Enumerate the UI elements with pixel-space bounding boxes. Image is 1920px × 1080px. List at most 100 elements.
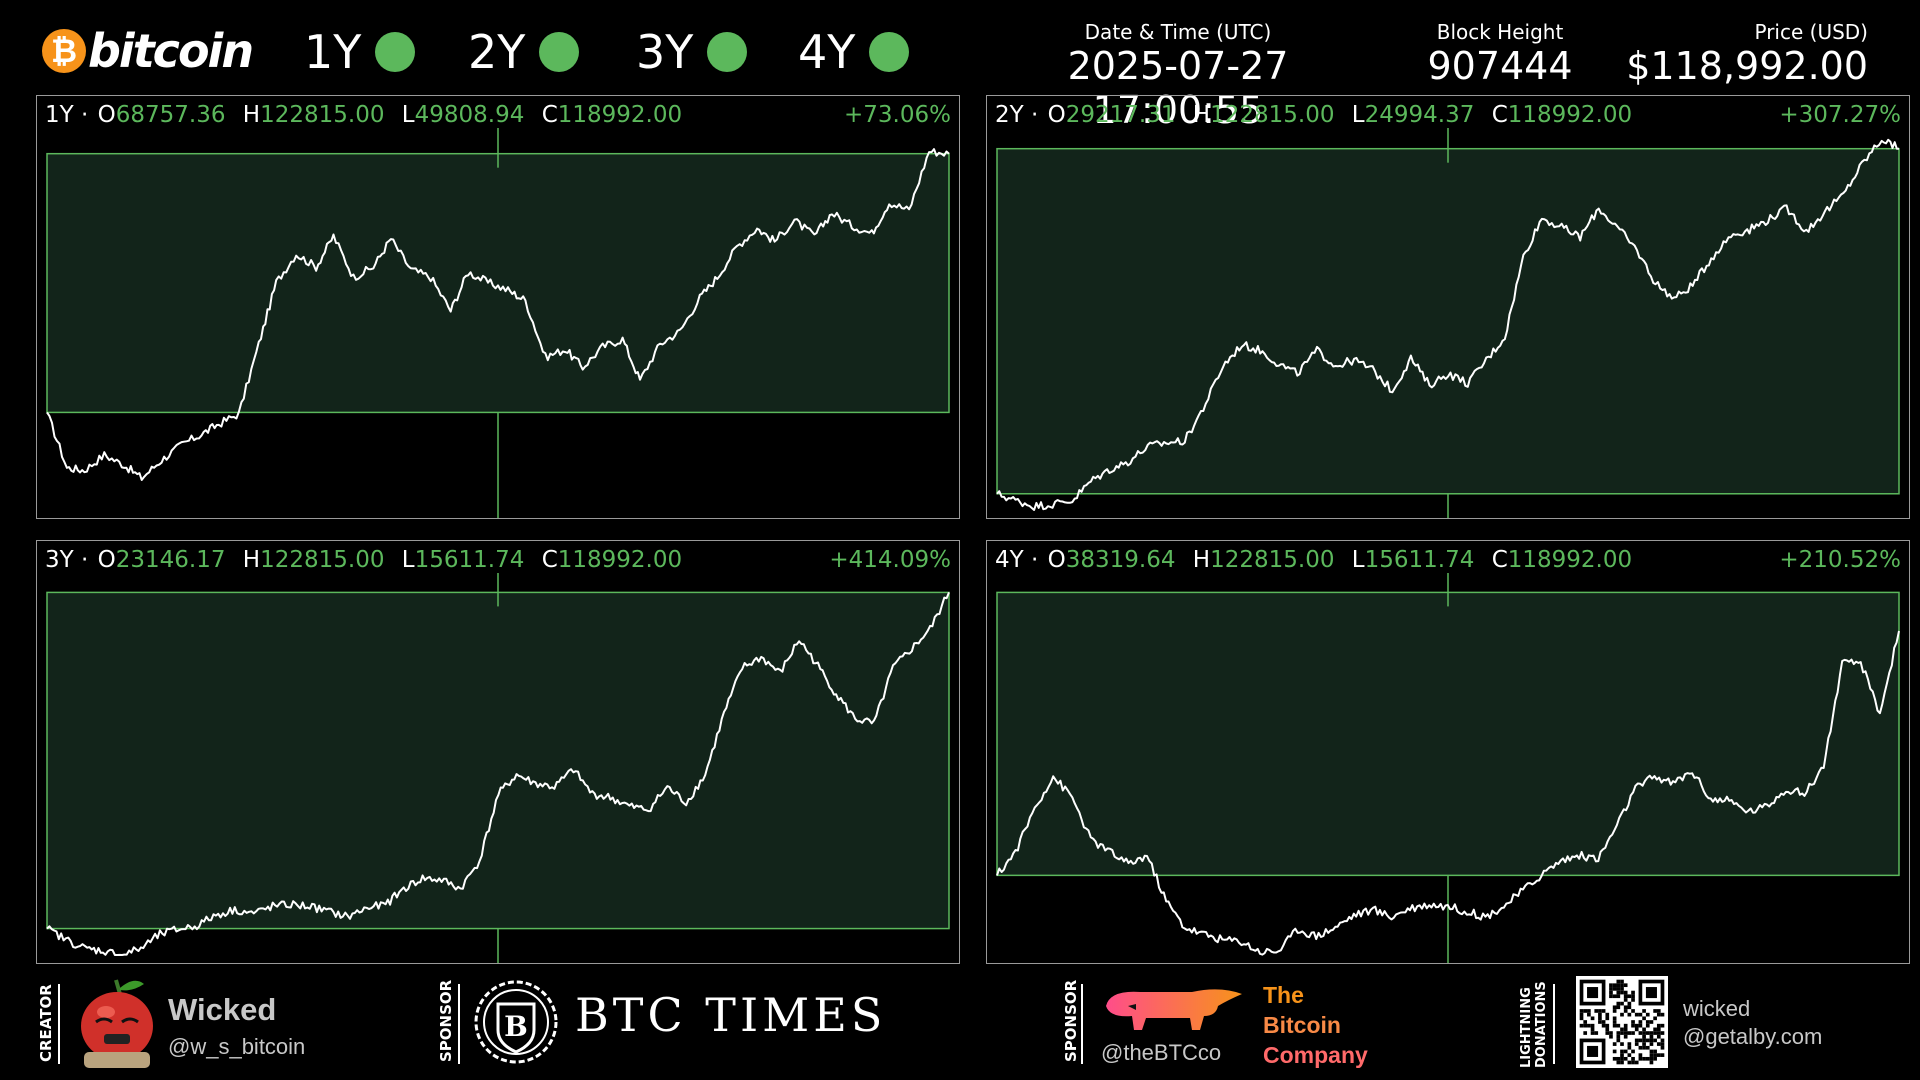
period-label: 2Y — [468, 25, 526, 79]
period-label: 1Y — [304, 25, 362, 79]
qr-module — [1642, 1042, 1646, 1046]
qr-module — [1631, 1031, 1635, 1035]
qr-module — [1620, 1031, 1624, 1035]
sponsor-name: BTC TIMES — [575, 988, 887, 1042]
open-label: O — [1047, 547, 1066, 573]
qr-module — [1620, 1042, 1624, 1046]
qr-module — [1649, 1053, 1654, 1057]
qr-module — [1620, 1053, 1624, 1057]
qr-module — [1620, 990, 1624, 995]
qr-module — [1638, 1031, 1643, 1035]
qr-module — [1616, 979, 1621, 984]
qr-module — [1623, 1005, 1628, 1010]
qr-module — [1642, 1027, 1646, 1032]
qr-module — [1627, 1045, 1632, 1050]
qr-module — [1631, 1009, 1635, 1013]
badger-body — [1106, 989, 1242, 1030]
period-title: 3Y · — [45, 547, 89, 573]
qr-module — [1656, 1012, 1661, 1017]
price-chart-2y — [996, 128, 1900, 518]
avatar-mouth — [104, 1034, 130, 1044]
block-height-stat: Block Height 907444 — [1420, 20, 1580, 88]
qr-module — [1638, 1038, 1643, 1043]
open-value: 23146.17 — [115, 547, 226, 573]
qr-module — [1616, 1001, 1621, 1006]
qr-module — [1660, 1023, 1665, 1028]
honey-badger-icon — [1106, 989, 1242, 1030]
badger-eye — [1128, 1004, 1136, 1010]
qr-module — [1642, 1016, 1646, 1021]
seal-ring — [474, 980, 558, 1064]
qr-module — [1605, 1023, 1610, 1028]
qr-module — [1623, 1049, 1628, 1054]
qr-module — [1609, 987, 1613, 991]
qr-module — [1587, 1012, 1591, 1017]
qr-module — [1616, 1056, 1621, 1061]
avatar-stem — [114, 979, 122, 995]
price-line — [46, 592, 950, 956]
close-value: 118992.00 — [1507, 547, 1633, 573]
qr-module — [1612, 1009, 1617, 1013]
period-indicator-3y: 3Y — [636, 22, 748, 82]
qr-module — [1609, 990, 1613, 995]
qr-module — [1634, 1023, 1639, 1028]
seal-inner-ring — [483, 989, 549, 1055]
qr-module — [1631, 1020, 1635, 1024]
lightning-label: LIGHTNING DONATIONS — [1519, 981, 1549, 1068]
low-value: 15611.74 — [1364, 547, 1475, 573]
qr-module — [1638, 1056, 1643, 1061]
qr-module — [1645, 1020, 1650, 1024]
qr-module — [1645, 1012, 1650, 1017]
low-label: L — [401, 547, 415, 573]
qr-module — [1594, 1009, 1599, 1013]
qr-module — [1623, 1034, 1628, 1039]
creator-avatar — [81, 979, 153, 1068]
qr-module — [1623, 990, 1628, 995]
qr-module — [1634, 1012, 1639, 1017]
qr-module — [1583, 1009, 1588, 1013]
qr-module — [1638, 1045, 1643, 1050]
qr-module — [1638, 1020, 1643, 1024]
percent-change: +307.27% — [1779, 102, 1901, 128]
qr-module — [1616, 1031, 1621, 1035]
qr-module — [1623, 1009, 1628, 1013]
price-chart-4y — [996, 573, 1900, 963]
low-value: 24994.37 — [1364, 102, 1475, 128]
percent-change: +73.06% — [844, 102, 951, 128]
high-value: 122815.00 — [1210, 102, 1335, 128]
qr-module — [1616, 1023, 1621, 1028]
qr-finder-core — [1645, 987, 1657, 999]
qr-module — [1649, 1020, 1654, 1024]
qr-module — [1627, 994, 1632, 999]
qr-module — [1620, 1056, 1624, 1061]
low-value: 15611.74 — [414, 547, 525, 573]
avatar-hands — [84, 1052, 150, 1068]
avatar-apple — [81, 992, 153, 1060]
qr-module — [1638, 1012, 1643, 1017]
qr-module — [1627, 1012, 1632, 1017]
qr-module — [1583, 1020, 1588, 1024]
close-value: 118992.00 — [557, 102, 683, 128]
sponsor-name-line: Company — [1263, 1042, 1368, 1068]
sponsor-name-line: The — [1263, 982, 1304, 1008]
qr-module — [1642, 1034, 1646, 1039]
avatar-eye — [95, 1017, 113, 1024]
qr-module — [1656, 1023, 1661, 1028]
qr-module — [1620, 987, 1624, 991]
qr-module — [1653, 1049, 1657, 1054]
qr-module — [1601, 1009, 1606, 1013]
divider — [58, 984, 60, 1064]
status-dot-icon — [869, 32, 910, 72]
qr-code-icon[interactable] — [1576, 976, 1668, 1068]
qr-module — [1612, 983, 1617, 988]
seal-letter: B — [504, 1010, 528, 1043]
open-label: O — [97, 547, 116, 573]
chart-panel-4y: 4Y · O38319.64 H122815.00 L15611.74 C118… — [986, 540, 1910, 964]
qr-module — [1609, 1031, 1613, 1035]
close-label: C — [541, 102, 558, 128]
qr-module — [1609, 1034, 1613, 1039]
high-label: H — [242, 547, 261, 573]
qr-module — [1642, 1031, 1646, 1035]
price-chart-3y — [46, 573, 950, 963]
qr-module — [1649, 1060, 1654, 1065]
